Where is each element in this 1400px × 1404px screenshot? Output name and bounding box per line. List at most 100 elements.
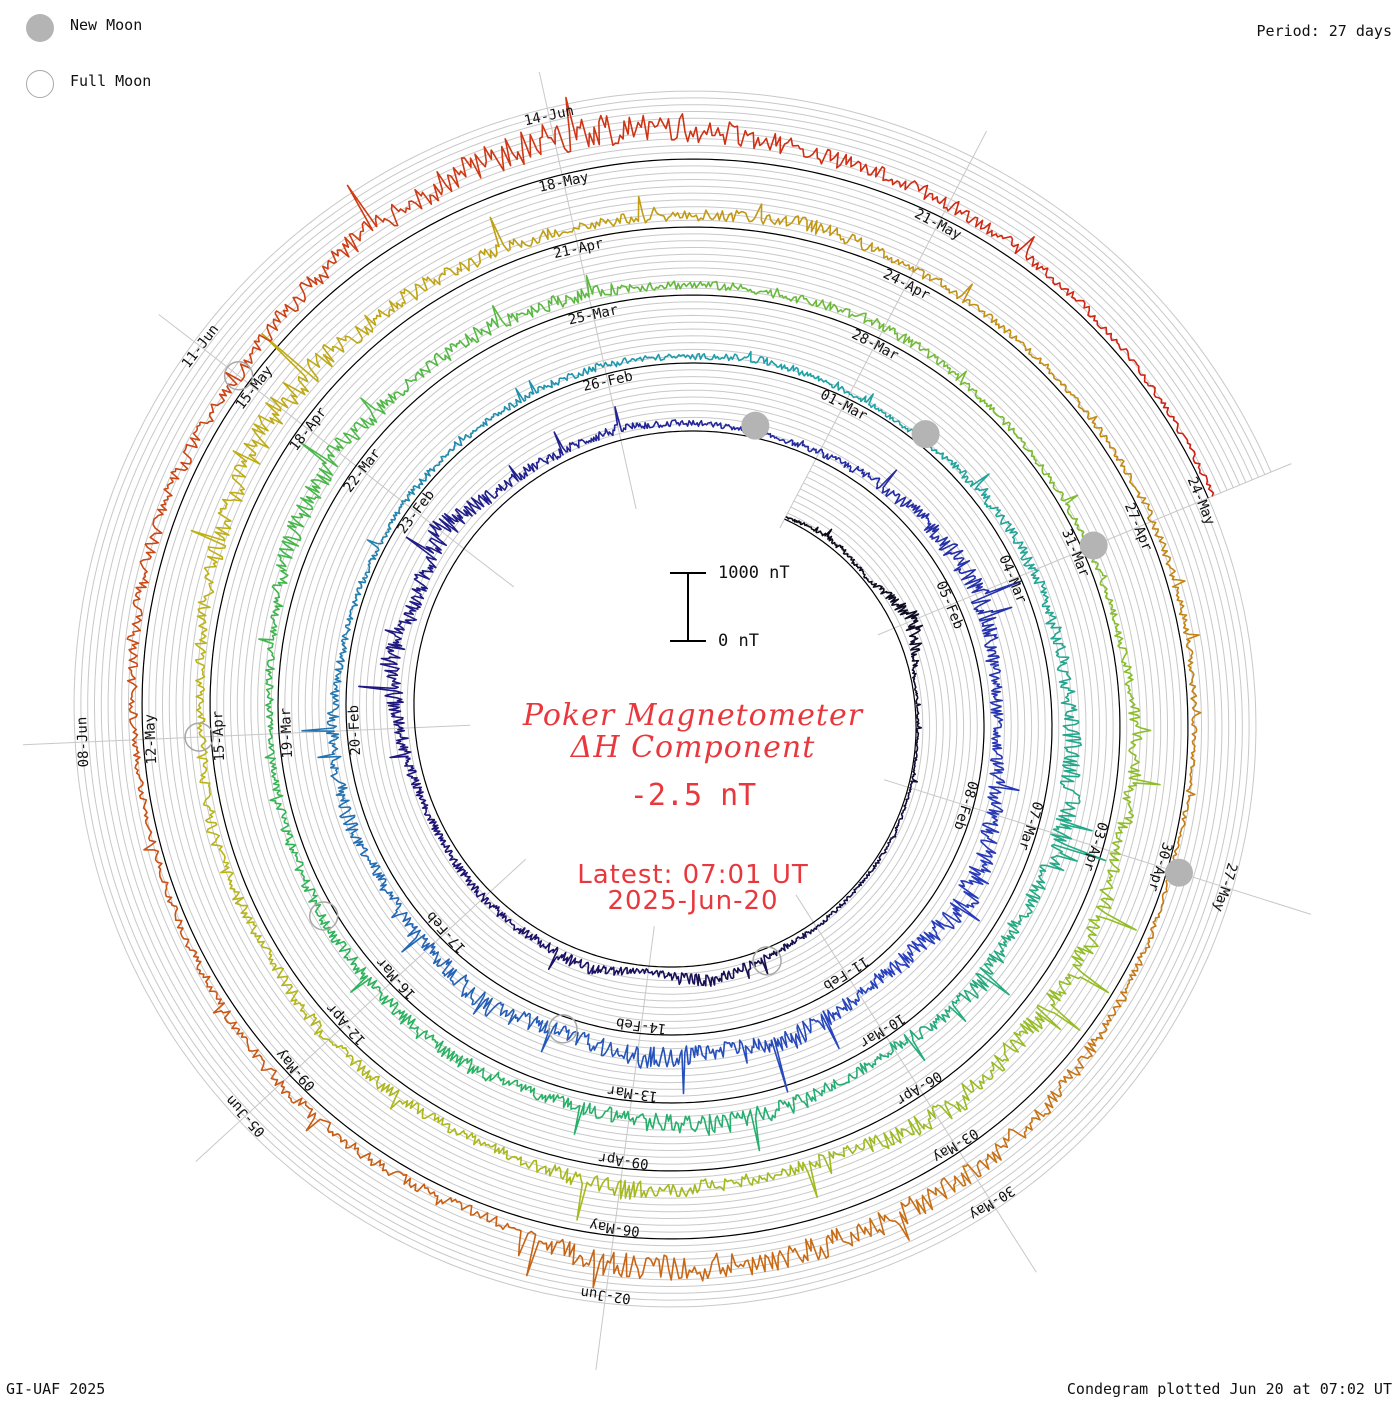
data-trace-segment <box>693 352 737 362</box>
data-trace-segment <box>777 1227 844 1268</box>
data-trace-segment <box>1010 236 1061 287</box>
radial-divider <box>884 779 1312 915</box>
data-trace-segment <box>1074 904 1137 955</box>
data-trace-segment <box>954 200 1014 240</box>
data-trace-segment <box>990 705 1004 747</box>
data-trace-segment <box>564 954 596 975</box>
full-moon-marker <box>752 946 782 976</box>
date-label: 21-Apr <box>552 236 605 263</box>
date-label: 13-Mar <box>606 1082 658 1104</box>
baseline-spiral <box>141 158 1209 1240</box>
data-trace-segment <box>568 431 604 449</box>
data-trace-segment <box>478 479 513 508</box>
data-trace-segment <box>377 874 402 919</box>
data-trace-segment <box>777 437 811 453</box>
data-trace-segment <box>988 667 1003 708</box>
data-trace-segment <box>1114 631 1134 687</box>
data-trace-segment <box>651 206 713 222</box>
date-label: 25-Mar <box>567 302 620 329</box>
new-moon-marker <box>1079 531 1108 560</box>
data-trace-segment <box>953 557 987 594</box>
data-trace-segment <box>905 617 924 651</box>
date-label: 26-Feb <box>581 368 634 395</box>
data-trace-segment <box>890 596 920 620</box>
data-trace-segment <box>384 620 412 657</box>
data-trace-segment <box>908 763 919 793</box>
date-label: 06-May <box>588 1217 640 1239</box>
radial-divider <box>158 314 515 588</box>
data-trace-segment <box>854 969 885 1002</box>
new-moon-marker <box>1164 858 1193 887</box>
data-trace-segment <box>441 497 485 527</box>
data-trace-segment <box>389 725 412 760</box>
data-trace-segment <box>817 375 857 399</box>
data-trace-segment <box>322 314 377 368</box>
data-trace-segment <box>261 333 333 409</box>
data-trace-segment <box>772 215 834 237</box>
radial-divider <box>595 926 655 1370</box>
data-trace-segment <box>413 548 437 592</box>
data-trace-segment <box>322 184 378 270</box>
data-trace-segment <box>1012 538 1039 579</box>
data-trace-segment <box>958 959 1010 1003</box>
data-trace-segment <box>220 859 249 914</box>
data-trace-segment <box>126 612 143 680</box>
data-trace-segment <box>1038 357 1081 408</box>
new-moon-icon <box>26 14 54 42</box>
data-trace-segment <box>831 541 853 561</box>
data-trace-segment <box>366 531 388 569</box>
data-trace-segment <box>1010 884 1046 926</box>
data-trace-segment <box>805 1076 850 1102</box>
data-trace-segment <box>916 706 922 736</box>
data-trace-segment <box>776 363 820 380</box>
date-label: 14-Feb <box>615 1014 667 1036</box>
data-trace-segment <box>830 893 853 916</box>
data-trace-segment <box>326 683 340 726</box>
data-trace-segment <box>855 393 894 420</box>
data-trace-segment <box>372 283 426 326</box>
data-trace-segment <box>760 1094 809 1122</box>
data-trace-segment <box>982 627 1000 669</box>
data-trace-segment <box>651 353 695 362</box>
data-trace-segment <box>629 1046 672 1069</box>
data-trace-segment <box>433 146 493 202</box>
data-trace-segment <box>444 849 468 878</box>
data-trace-segment <box>711 1172 769 1192</box>
data-trace-segment <box>542 1164 599 1221</box>
data-trace-segment <box>415 789 435 821</box>
data-trace-segment <box>990 318 1042 360</box>
data-trace-segment <box>969 1040 1019 1090</box>
data-trace-segment <box>528 373 571 395</box>
date-label: 05-Jun <box>223 1092 269 1140</box>
data-trace-segment <box>340 605 355 646</box>
date-label: 19-Mar <box>278 708 296 759</box>
data-trace-segment <box>132 744 147 811</box>
data-trace-segment <box>1186 440 1215 497</box>
data-trace-segment <box>569 361 612 379</box>
data-trace-segment <box>520 1083 570 1109</box>
radial-divider <box>795 894 1037 1273</box>
data-trace-segment <box>1147 507 1171 567</box>
data-trace-segment <box>517 1229 581 1277</box>
data-trace-segment <box>905 499 940 534</box>
data-trace-segment <box>1058 1038 1097 1098</box>
data-trace-segment <box>1148 385 1189 441</box>
data-trace-segment <box>986 920 1020 964</box>
date-label: 20-Feb <box>346 705 364 756</box>
data-trace-segment <box>243 396 289 457</box>
data-trace-segment <box>196 745 212 806</box>
date-label: 08-Jun <box>74 716 92 767</box>
data-trace-segment <box>556 96 629 153</box>
data-trace-segment <box>1111 793 1135 850</box>
data-trace-segment <box>391 1009 435 1041</box>
data-trace-segment <box>497 388 535 417</box>
date-label: 09-May <box>273 1046 319 1094</box>
data-trace-segment <box>405 518 459 555</box>
data-trace-segment <box>989 744 1006 784</box>
data-trace-segment <box>264 744 281 796</box>
data-trace-segment <box>1050 799 1093 846</box>
data-trace-segment <box>328 410 378 452</box>
data-trace-segment <box>809 526 834 544</box>
data-trace-segment <box>459 1201 519 1231</box>
